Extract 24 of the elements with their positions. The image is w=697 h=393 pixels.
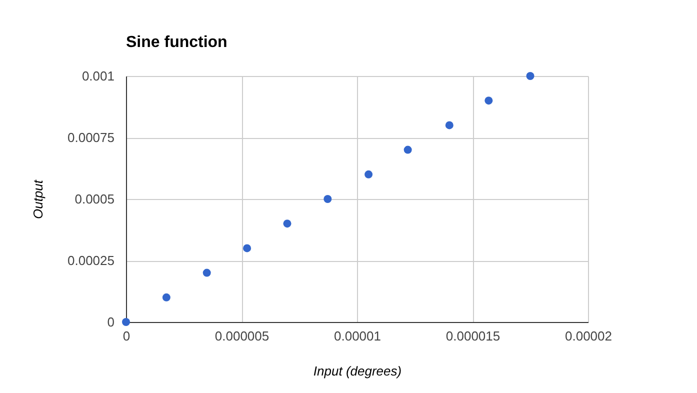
x-tick-label: 0.00001	[334, 328, 381, 344]
y-axis-title: Output	[30, 178, 46, 220]
point	[324, 195, 332, 203]
x-tick-label: 0	[122, 328, 130, 344]
point	[162, 293, 170, 302]
point	[484, 96, 493, 105]
point	[445, 121, 454, 130]
y-tick-label: 0.0005	[74, 192, 114, 206]
point	[526, 72, 534, 80]
y-tick-label: 0.001	[82, 68, 114, 84]
point	[364, 170, 373, 178]
x-tick-label: 0.000015	[446, 328, 500, 344]
y-tick-label: 0.00025	[68, 253, 114, 268]
chart-title: Sine function	[126, 34, 228, 51]
point	[243, 244, 252, 252]
y-tick-label: 0.00075	[68, 130, 114, 145]
y-tick-label: 0	[107, 314, 114, 330]
point	[122, 318, 130, 326]
x-tick-label: 0.000005	[214, 328, 270, 344]
point	[404, 146, 412, 154]
point	[202, 268, 211, 277]
x-axis-title: Input (degrees)	[313, 364, 402, 378]
point	[283, 220, 292, 228]
x-tick-label: 0.00002	[565, 328, 612, 344]
